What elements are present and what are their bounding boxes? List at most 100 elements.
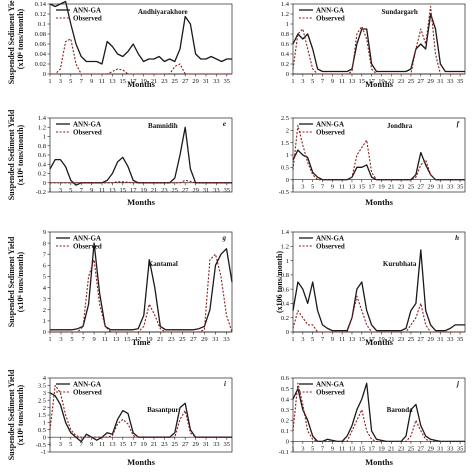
y-axis-title: Suspended Sediment Yield (7, 109, 16, 200)
y-tick-label: 1.4 (281, 229, 290, 236)
panel-letter: f (457, 120, 460, 128)
y-tick-label: 0.1 (38, 21, 46, 28)
y-tick-label: 0 (286, 329, 289, 336)
x-tick-label: 19 (378, 336, 385, 343)
legend-label: Observed (73, 14, 102, 22)
y-tick-label: 2.5 (281, 115, 289, 122)
x-tick-label: 9 (92, 336, 95, 343)
y-axis-title: (x10⁶ tons/month) (16, 251, 25, 312)
x-tick-label: 25 (172, 441, 179, 448)
x-tick-label: 33 (213, 187, 220, 194)
x-tick-label: 15 (124, 336, 131, 343)
y-tick-label: 1 (286, 258, 289, 265)
y-tick-label: 0.06 (35, 41, 47, 48)
y-tick-label: 0.6 (281, 375, 290, 382)
x-tick-label: 31 (437, 184, 444, 191)
x-tick-label: 11 (339, 184, 345, 191)
y-tick-label: 0.2 (281, 417, 289, 424)
x-tick-label: 5 (311, 78, 314, 85)
x-tick-label: 19 (378, 445, 385, 452)
legend-label: Observed (316, 388, 345, 396)
x-tick-label: 5 (311, 445, 314, 452)
y-tick-label: 0.5 (38, 427, 46, 434)
station-label: Bamnidih (148, 122, 178, 130)
x-tick-label: 13 (349, 78, 356, 85)
x-tick-label: 7 (321, 336, 325, 343)
series-line-observed (50, 253, 233, 333)
x-tick-label: 9 (90, 441, 93, 448)
x-tick-label: 17 (368, 78, 375, 85)
y-axis-title: Suspended Sediment Yield (7, 0, 16, 84)
x-tick-label: 1 (291, 184, 294, 191)
x-tick-label: 21 (388, 336, 395, 343)
x-tick-label: 3 (59, 441, 62, 448)
y-tick-label: 7 (43, 251, 47, 258)
x-tick-label: 17 (130, 78, 137, 85)
x-tick-label: 35 (224, 441, 231, 448)
station-label: Baronda (387, 406, 413, 414)
series-line-ann-ga (292, 13, 465, 73)
x-tick-label: 3 (301, 184, 304, 191)
x-tick-label: 31 (437, 78, 444, 85)
panel-letter: g (222, 234, 227, 242)
y-tick-label: 0.6 (38, 152, 47, 159)
plot-frame (292, 377, 466, 453)
legend-label: ANN-GA (73, 120, 101, 128)
y-tick-label: -0.5 (36, 442, 46, 449)
series-line-observed (292, 295, 465, 333)
x-tick-label: 35 (224, 78, 231, 85)
y-tick-label: 0 (43, 329, 46, 336)
x-tick-label: 27 (418, 78, 425, 85)
x-axis-title: Months (365, 337, 394, 347)
y-tick-label: 5 (43, 274, 46, 281)
x-tick-label: 9 (331, 336, 334, 343)
y-tick-label: 0.6 (281, 41, 290, 48)
x-axis-title: Time (132, 337, 151, 347)
y-tick-label: 1 (43, 318, 46, 325)
x-tick-label: 25 (408, 184, 415, 191)
y-tick-label: 4 (43, 375, 47, 382)
x-tick-label: 15 (359, 78, 366, 85)
legend-label: ANN-GA (316, 234, 344, 242)
y-tick-label: 3.5 (38, 383, 46, 390)
x-tick-label: 15 (120, 78, 127, 85)
x-tick-label: 17 (130, 441, 137, 448)
x-tick-label: 1 (48, 441, 51, 448)
x-tick-label: 17 (135, 336, 142, 343)
y-tick-label: 3 (43, 296, 46, 303)
x-tick-label: 27 (418, 184, 425, 191)
x-tick-label: 1 (291, 336, 294, 343)
x-tick-label: 33 (213, 78, 220, 85)
x-tick-label: 29 (192, 78, 199, 85)
x-tick-label: 3 (59, 78, 62, 85)
legend-label: Observed (73, 128, 102, 136)
x-tick-label: 13 (113, 336, 120, 343)
x-tick-label: 13 (349, 336, 356, 343)
x-tick-label: 31 (437, 445, 444, 452)
station-label: Sundargarh (382, 8, 418, 16)
x-tick-label: 15 (120, 187, 127, 194)
x-tick-label: 5 (69, 78, 72, 85)
y-tick-label: 0.2 (38, 171, 46, 178)
y-tick-label: 0.4 (281, 51, 290, 58)
y-tick-label: -0.1 (279, 449, 289, 456)
x-tick-label: 17 (368, 184, 375, 191)
panel-letter: h (455, 234, 459, 242)
series-line-observed (50, 38, 232, 75)
y-tick-label: 1.2 (38, 124, 46, 131)
x-tick-label: 25 (172, 187, 179, 194)
x-tick-label: 25 (408, 336, 415, 343)
y-tick-label: 0.4 (281, 301, 290, 308)
x-tick-label: 3 (59, 187, 62, 194)
x-tick-label: 31 (212, 336, 219, 343)
x-tick-label: 31 (203, 78, 210, 85)
x-tick-label: 23 (398, 78, 405, 85)
x-tick-label: 11 (99, 187, 105, 194)
y-tick-label: 1 (286, 21, 289, 28)
y-axis-title: (x106 tons/month) (275, 251, 284, 313)
y-tick-label: 1.5 (281, 140, 289, 147)
y-tick-label: 0.12 (35, 11, 46, 18)
x-tick-label: 9 (331, 445, 334, 452)
y-tick-label: 2.5 (38, 397, 46, 404)
x-tick-label: 15 (359, 336, 366, 343)
